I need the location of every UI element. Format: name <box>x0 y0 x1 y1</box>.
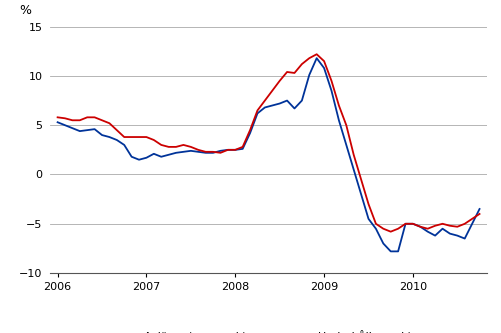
Anläggningsmaskiner <box>387 249 393 253</box>
Anläggningsmaskiner <box>343 143 349 147</box>
Underhållsmaskiner <box>313 52 319 56</box>
Underhållsmaskiner <box>475 212 481 216</box>
Text: %: % <box>20 4 32 17</box>
Underhållsmaskiner <box>158 143 164 147</box>
Underhållsmaskiner <box>343 123 349 127</box>
Underhållsmaskiner <box>461 222 467 226</box>
Anläggningsmaskiner <box>461 236 467 240</box>
Legend: Anläggningsmaskiner, Underhållsmaskiner: Anläggningsmaskiner, Underhållsmaskiner <box>103 327 433 333</box>
Line: Underhållsmaskiner: Underhållsmaskiner <box>58 54 478 232</box>
Anläggningsmaskiner <box>372 227 378 231</box>
Anläggningsmaskiner <box>424 230 430 234</box>
Anläggningsmaskiner <box>313 56 319 60</box>
Underhållsmaskiner <box>55 115 61 119</box>
Anläggningsmaskiner <box>475 207 481 211</box>
Underhållsmaskiner <box>387 230 393 234</box>
Underhållsmaskiner <box>372 222 378 226</box>
Anläggningsmaskiner <box>158 155 164 159</box>
Line: Anläggningsmaskiner: Anläggningsmaskiner <box>58 58 478 251</box>
Underhållsmaskiner <box>150 138 156 142</box>
Anläggningsmaskiner <box>150 152 156 156</box>
Anläggningsmaskiner <box>55 120 61 124</box>
Underhållsmaskiner <box>424 227 430 231</box>
